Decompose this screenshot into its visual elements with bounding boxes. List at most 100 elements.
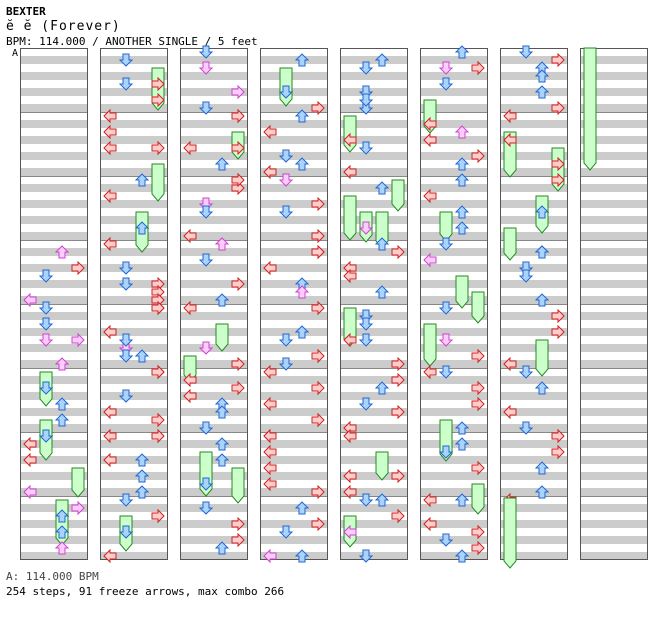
step-arrow bbox=[294, 325, 310, 339]
freeze-arrow bbox=[503, 227, 517, 261]
beat-stripe bbox=[580, 232, 648, 240]
song-title: ĕ ĕ (Forever) bbox=[6, 19, 121, 34]
step-arrow bbox=[183, 300, 197, 316]
step-arrow bbox=[343, 428, 357, 444]
step-arrow bbox=[134, 469, 150, 483]
freeze-arrow bbox=[423, 323, 437, 367]
step-arrow bbox=[358, 61, 374, 75]
beat-stripe bbox=[340, 248, 408, 256]
step-arrow bbox=[23, 452, 37, 468]
step-arrow bbox=[103, 124, 117, 140]
beat-stripe bbox=[580, 88, 648, 96]
step-arrow bbox=[38, 381, 54, 395]
bpm-marker: A bbox=[12, 48, 19, 59]
beat-stripe bbox=[260, 312, 328, 320]
beat-stripe bbox=[100, 504, 168, 512]
beat-stripe bbox=[500, 360, 568, 368]
beat-stripe bbox=[180, 56, 248, 64]
step-arrow bbox=[118, 53, 134, 67]
beat-stripe bbox=[580, 296, 648, 304]
beat-stripe bbox=[420, 488, 488, 496]
step-arrow bbox=[471, 148, 485, 164]
beat-stripe bbox=[340, 504, 408, 512]
beat-stripe bbox=[420, 248, 488, 256]
beat-stripe bbox=[420, 536, 488, 544]
step-arrow bbox=[311, 484, 325, 500]
step-arrow bbox=[54, 245, 70, 259]
step-arrow bbox=[231, 108, 245, 124]
step-arrow bbox=[118, 349, 134, 363]
beat-stripe bbox=[580, 520, 648, 528]
beat-stripe bbox=[580, 360, 648, 368]
beat-stripe bbox=[420, 456, 488, 464]
step-arrow bbox=[534, 85, 550, 99]
beat-stripe bbox=[100, 312, 168, 320]
step-arrow bbox=[423, 132, 437, 148]
beat-stripe bbox=[100, 344, 168, 352]
beat-stripe bbox=[260, 440, 328, 448]
beat-stripe bbox=[20, 72, 88, 80]
beat-stripe bbox=[420, 88, 488, 96]
beat-stripe bbox=[500, 104, 568, 112]
beat-stripe bbox=[260, 72, 328, 80]
step-arrow bbox=[198, 253, 214, 267]
beat-stripe bbox=[420, 392, 488, 400]
step-arrow bbox=[118, 525, 134, 539]
beat-stripe bbox=[340, 216, 408, 224]
step-arrow bbox=[231, 380, 245, 396]
step-arrow bbox=[278, 525, 294, 539]
step-arrow bbox=[38, 429, 54, 443]
beat-stripe bbox=[20, 232, 88, 240]
step-arrow bbox=[343, 468, 357, 484]
beat-stripe bbox=[420, 72, 488, 80]
step-arrow bbox=[214, 453, 230, 467]
beat-stripe bbox=[260, 392, 328, 400]
step-arrow bbox=[23, 484, 37, 500]
beat-stripe bbox=[20, 360, 88, 368]
beat-stripe bbox=[180, 72, 248, 80]
beat-stripe bbox=[260, 56, 328, 64]
beat-stripe bbox=[580, 152, 648, 160]
beat-stripe bbox=[20, 376, 88, 384]
step-arrow bbox=[151, 364, 165, 380]
step-arrow bbox=[423, 364, 437, 380]
beat-stripe bbox=[260, 104, 328, 112]
beat-stripe bbox=[100, 136, 168, 144]
beat-stripe bbox=[420, 408, 488, 416]
beat-stripe bbox=[180, 376, 248, 384]
step-arrow bbox=[518, 45, 534, 59]
step-arrow bbox=[343, 524, 357, 540]
beat-stripe bbox=[20, 488, 88, 496]
step-arrow bbox=[423, 188, 437, 204]
beat-stripe bbox=[420, 344, 488, 352]
freeze-arrow bbox=[71, 467, 85, 498]
beat-stripe bbox=[500, 456, 568, 464]
beat-stripe bbox=[580, 392, 648, 400]
step-arrow bbox=[534, 245, 550, 259]
beat-stripe bbox=[500, 488, 568, 496]
beat-stripe bbox=[580, 472, 648, 480]
beat-stripe bbox=[500, 216, 568, 224]
step-arrow bbox=[391, 244, 405, 260]
beat-stripe bbox=[340, 56, 408, 64]
step-arrow bbox=[118, 77, 134, 91]
beat-stripe bbox=[260, 536, 328, 544]
step-arrow bbox=[438, 301, 454, 315]
step-arrow bbox=[311, 412, 325, 428]
beat-stripe bbox=[20, 136, 88, 144]
step-arrow bbox=[374, 285, 390, 299]
freeze-arrow bbox=[471, 291, 485, 324]
step-arrow bbox=[391, 372, 405, 388]
beat-stripe bbox=[580, 136, 648, 144]
beat-stripe bbox=[580, 456, 648, 464]
step-arrow bbox=[311, 300, 325, 316]
step-arrow bbox=[423, 116, 437, 132]
beat-stripe bbox=[340, 520, 408, 528]
beat-stripe bbox=[180, 328, 248, 336]
beat-stripe bbox=[500, 296, 568, 304]
beat-stripe bbox=[180, 88, 248, 96]
beat-stripe bbox=[180, 472, 248, 480]
step-arrow bbox=[38, 269, 54, 283]
step-arrow bbox=[294, 157, 310, 171]
beat-stripe bbox=[260, 520, 328, 528]
